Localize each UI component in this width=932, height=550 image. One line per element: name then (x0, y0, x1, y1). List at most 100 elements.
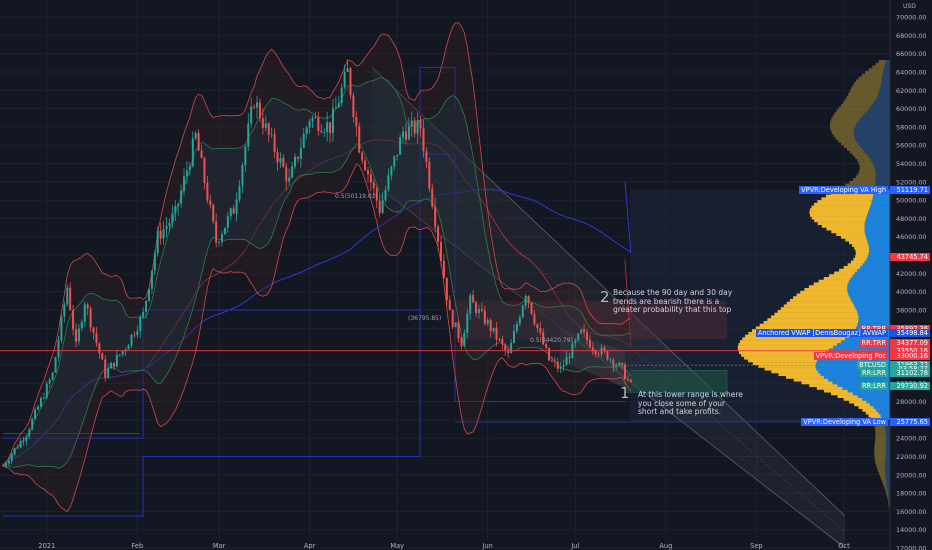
candle-body (296, 156, 299, 159)
candle-body (118, 354, 121, 356)
channel-mid (371, 124, 846, 533)
x-tick-label: Feb (131, 542, 143, 550)
vp-bar-up (868, 252, 890, 256)
candle-body (434, 206, 437, 227)
candle-body (477, 309, 480, 313)
vp-bar-up (851, 298, 890, 302)
time-axis[interactable]: 2021 Feb Mar Apr May Jun Jul Aug Sep Oct (38, 542, 850, 550)
candle-body (609, 359, 612, 361)
candle-body (364, 160, 367, 171)
candle-body (171, 213, 174, 223)
channel-bottom (371, 181, 846, 549)
vp-bar-down (737, 345, 833, 349)
candle-body (115, 354, 118, 367)
vp-bar-up (850, 277, 890, 280)
candle-body (556, 361, 559, 369)
candle-body (334, 107, 337, 109)
vp-bar-down (877, 466, 886, 470)
candle-body (594, 350, 597, 354)
candle-body (407, 126, 410, 140)
vp-bar-down (739, 351, 826, 355)
candle-body (72, 310, 75, 330)
vp-bar-up (876, 408, 890, 412)
candle-body (448, 300, 451, 311)
vp-bar-up (866, 216, 890, 220)
vp-bar-up (878, 92, 890, 96)
vp-bar-down (874, 458, 886, 462)
vp-bar-up (858, 318, 890, 322)
y-tick-label: 66000.00 (896, 50, 927, 58)
vp-bar-up (853, 131, 890, 135)
candle-body (250, 106, 253, 124)
chart-level-label: 0.5(50119.02) (335, 193, 378, 201)
vp-bar-up (867, 213, 890, 217)
candle-body (513, 331, 515, 344)
candle-body (612, 359, 615, 367)
vp-bar-up (885, 455, 890, 459)
candle-body (183, 176, 186, 191)
vp-bar-up (865, 219, 890, 223)
vp-bar-down (817, 200, 872, 204)
vp-bar-down (874, 455, 886, 459)
x-tick-label: Apr (304, 542, 316, 550)
vp-bar-down (789, 298, 852, 302)
vp-bar-down (748, 359, 817, 363)
vp-bar-down (874, 447, 887, 451)
vp-bar-up (887, 488, 890, 492)
vp-bar-down (814, 219, 866, 223)
price-tag-value: 31102.78 (890, 369, 930, 378)
vp-bar-down (838, 139, 857, 143)
candle-body (226, 216, 229, 228)
candle-body (475, 302, 478, 313)
x-tick-label: Mar (213, 542, 226, 550)
y-tick-label: 22000.00 (896, 453, 927, 461)
vp-bar-down (835, 136, 856, 140)
candle-body (501, 339, 504, 345)
candle-body (28, 429, 31, 437)
vp-bar-down (854, 82, 882, 85)
candle-body (203, 158, 206, 183)
vp-bar-down (804, 287, 848, 291)
candle-body (378, 200, 381, 214)
candle-body (57, 340, 60, 358)
vp-bar-up (888, 499, 890, 503)
y-tick-label: 52000.00 (896, 178, 927, 186)
vp-bar-down (816, 386, 843, 390)
vp-bar-up (884, 65, 890, 69)
price-tag-value: 25775.65 (890, 417, 930, 426)
candle-body (539, 328, 542, 333)
vp-bar-down (793, 296, 850, 300)
candle-body (375, 188, 378, 201)
candle-body (34, 409, 37, 419)
candle-body (232, 208, 235, 214)
candle-body (37, 406, 40, 410)
vp-bar-down (858, 406, 874, 409)
annotation-1-text[interactable]: At this lower range is where you close s… (638, 390, 743, 416)
vp-bar-down (886, 493, 889, 497)
candle-body (530, 302, 533, 314)
vp-bar-down (771, 315, 859, 319)
price-tag-value: 33550.16 (890, 346, 930, 355)
vp-bar-up (883, 68, 890, 72)
chart-level-label: (36795.85) (408, 314, 442, 322)
vp-bar-down (843, 397, 863, 401)
vp-bar-up (876, 95, 890, 99)
vp-bar-down (865, 411, 879, 415)
candle-body (568, 356, 571, 359)
vp-bar-up (864, 227, 890, 231)
vp-bar-up (885, 430, 890, 434)
vp-bar-up (886, 482, 890, 486)
vp-bar-down (741, 353, 822, 357)
vp-bar-up (820, 373, 890, 377)
vp-bar-down (854, 403, 871, 407)
vp-bar-up (886, 444, 890, 448)
vp-bar-down (855, 175, 876, 179)
vp-bar-up (847, 290, 890, 294)
annotation-2-text[interactable]: Because the 90 day and 30 day trends are… (613, 289, 733, 315)
x-tick-label: Aug (659, 542, 672, 550)
candle-body (553, 361, 556, 362)
vp-bar-down (830, 120, 858, 124)
price-tag-name: RR:LRR (859, 369, 888, 378)
